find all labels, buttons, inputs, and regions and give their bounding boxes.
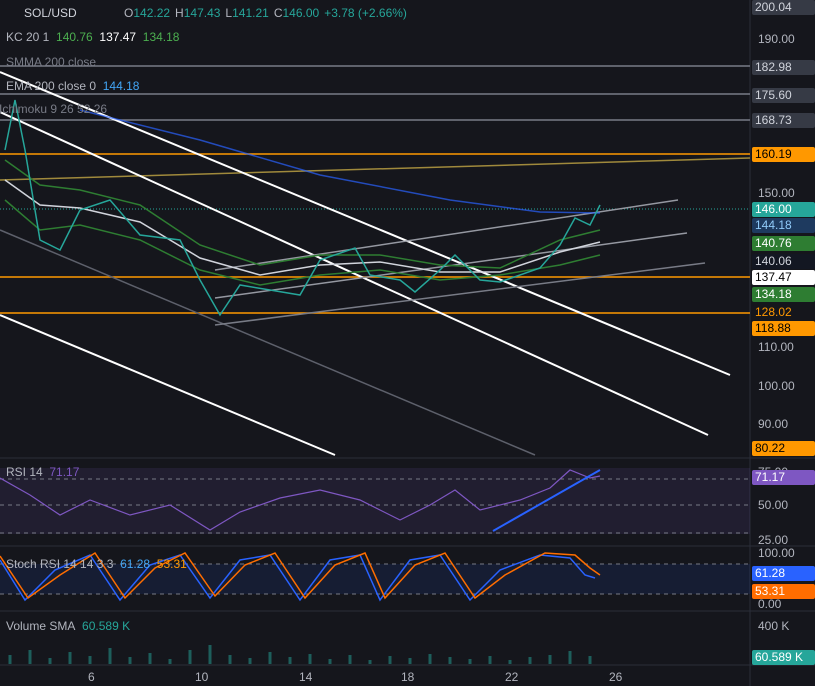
name: KC 20 1 [6,30,50,44]
value: 137.47 [99,30,137,44]
channel-line [0,71,731,376]
price-badge: 128.02 [752,305,815,320]
price-badge: 140.76 [752,236,815,251]
price-badge: 168.73 [752,113,815,128]
price-path [4,99,601,317]
change: +3.78 (+2.66%) [324,6,407,20]
indicator: Ichimoku 9 26 52 26 [0,102,108,116]
stoch-label: 0.00 [758,597,782,611]
time-label: 26 [609,670,623,684]
ohlc-value: 146.00 [282,6,320,20]
channel-line [214,199,679,271]
price-label: 110.00 [758,340,794,354]
indicator: SMMA 200 close [6,55,97,69]
name: EMA 200 close 0 [6,79,97,93]
time-label: 18 [401,670,415,684]
value: 71.17 [49,465,80,479]
price-label: 100.00 [758,379,795,393]
value: 134.18 [142,30,180,44]
price-label: 150.00 [758,186,795,200]
ohlc-value: 142.22 [133,6,171,20]
time-label: 14 [299,670,313,684]
ohlc-label: L [225,6,233,20]
price-badge: 200.04 [752,0,815,15]
stoch-label: 100.00 [758,546,795,560]
indicator: KC 20 1 140.76 137.47 134.18 [6,30,179,44]
price-badge: 144.18 [752,218,815,233]
kc-lower [4,199,601,286]
price-badge: 160.19 [752,147,815,162]
stoch-k [0,554,596,602]
price-badge: 146.00 [752,202,815,217]
ohlc: O142.22 H147.43 L141.21 C146.00 +3.78 (+2.66… [124,6,407,20]
value: 144.18 [102,79,140,93]
stoch-d [0,551,601,600]
trend-line [0,157,751,181]
channel-line [0,111,709,436]
name: Volume SMA [6,619,76,633]
value: 61.28 [120,557,151,571]
price-badge: 134.18 [752,287,815,302]
channel-line [0,229,536,456]
rsi-label: 25.00 [758,533,789,547]
volume-bars [8,645,592,664]
indicator: RSI 14 71.17 [6,465,79,479]
rsi-line [0,469,601,531]
rsi-band [0,468,750,534]
rsi-badge: 71.17 [752,470,815,485]
value: 53.31 [156,557,187,571]
price-badge: 118.88 [752,321,815,336]
indicator: Stoch RSI 14 14 3 3 61.28 53.31 [6,557,187,571]
price-badge: 182.98 [752,60,815,75]
price-badge: 137.47 [752,270,815,285]
kc-upper [4,159,601,269]
ohlc-label: C [273,6,283,20]
value: 60.589 K [82,619,131,633]
price-badge: 80.22 [752,441,815,456]
time-label: 22 [505,670,519,684]
time-label: 6 [88,670,95,684]
price-label: 90.00 [758,417,789,431]
ohlc-label: O [124,6,134,20]
stoch-badge: 53.31 [752,584,815,599]
volume-label: 400 K [758,619,790,633]
indicator: Volume SMA 60.589 K [6,619,130,633]
symbol[interactable]: SOL/USD [24,6,77,20]
rsi-trend [492,469,601,532]
rsi-label: 50.00 [758,498,789,512]
price-badge: 140.06 [752,254,815,269]
volume-badge: 60.589 K [752,650,815,665]
ohlc-value: 141.21 [232,6,269,20]
channel-line [214,262,706,326]
value: 140.76 [56,30,93,44]
ohlc-label: H [175,6,184,20]
kc-basis [4,179,601,276]
ema-line [79,109,601,214]
price-badge: 175.60 [752,88,815,103]
channel-line [0,314,336,456]
name: Stoch RSI 14 14 3 3 [6,557,114,571]
price-label: 190.00 [758,32,795,46]
drawings [0,65,751,664]
time-label: 10 [195,670,209,684]
indicator: EMA 200 close 0 144.18 [6,79,139,93]
name: RSI 14 [6,465,43,479]
stoch-badge: 61.28 [752,566,815,581]
ohlc-value: 147.43 [183,6,221,20]
pane-bg [0,0,750,686]
